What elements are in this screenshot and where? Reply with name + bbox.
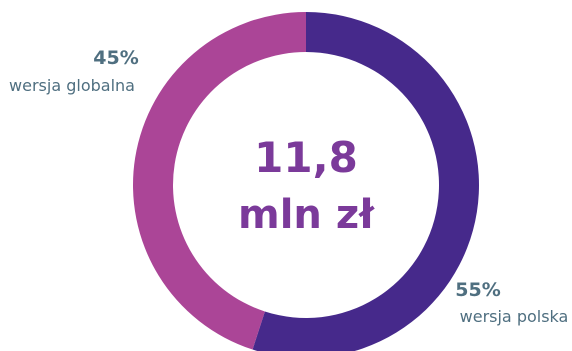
slice-value-label-polska: 55% — [455, 279, 500, 301]
slice-label-polska: wersja polska — [460, 307, 569, 326]
center-value: 11,8 — [254, 133, 358, 182]
donut-slice-wersja-polska — [252, 12, 479, 351]
slice-value-label-globalna: 45% — [93, 47, 138, 69]
donut-slice-wersja-globalna — [133, 12, 306, 350]
donut-slices — [133, 12, 479, 351]
slice-label-globalna: wersja globalna — [9, 76, 135, 95]
center-unit: mln zł — [238, 192, 375, 238]
